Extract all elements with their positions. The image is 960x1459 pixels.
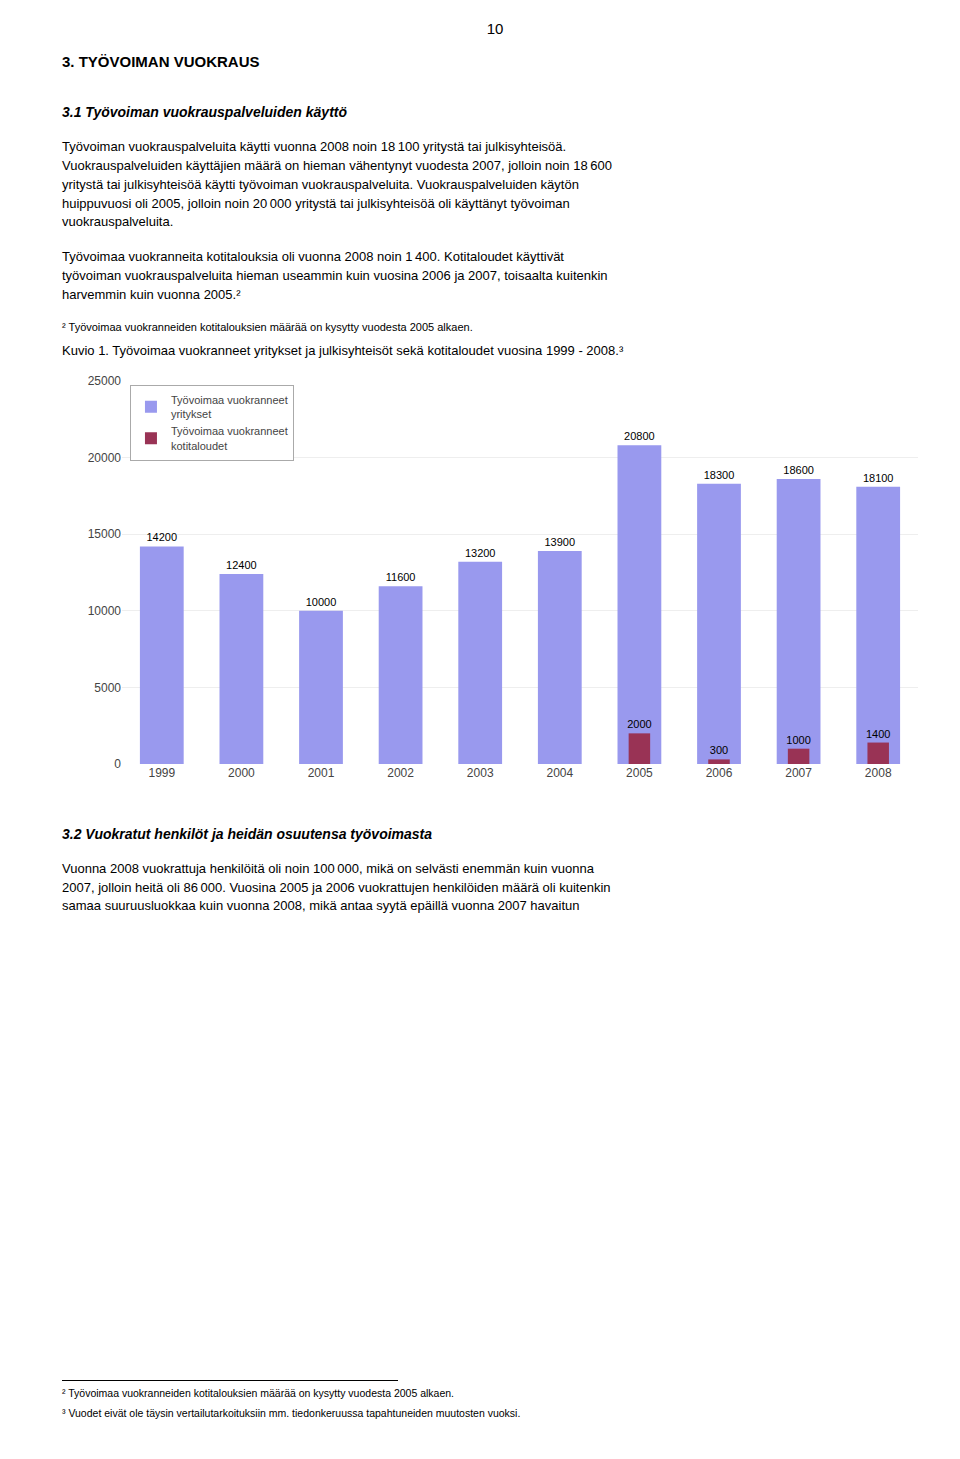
- svg-text:1999: 1999: [148, 766, 175, 780]
- html-text:Kuvio 1. Työvoimaa vuokranneet: Kuvio 1. Työvoimaa vuokranneet yritykset…: [62, 342, 624, 358]
- svg-text:10000: 10000: [88, 604, 122, 618]
- svg-text:2004: 2004: [546, 766, 573, 780]
- svg-text:Työvoimaa vuokranneetyritykset: Työvoimaa vuokranneetyritykset: [171, 394, 288, 420]
- html-text:Vuonna 2008 vuokrattuja henkil: Vuonna 2008 vuokrattuja henkilöitä oli n…: [62, 860, 611, 914]
- svg-text:2001: 2001: [308, 766, 335, 780]
- svg-text:2005: 2005: [626, 766, 653, 780]
- html-text:² Työvoimaa vuokranneiden koti: ² Työvoimaa vuokranneiden kotitalouksien…: [62, 320, 473, 333]
- svg-text:0: 0: [114, 757, 121, 771]
- svg-text:1400: 1400: [866, 727, 890, 739]
- svg-text:5000: 5000: [94, 680, 121, 694]
- svg-text:20800: 20800: [624, 430, 655, 442]
- svg-text:15000: 15000: [88, 527, 122, 541]
- svg-text:13900: 13900: [545, 536, 576, 548]
- svg-text:18100: 18100: [863, 471, 894, 483]
- svg-text:20000: 20000: [88, 451, 122, 465]
- html-text:Työvoiman vuokrauspalveluita k: Työvoiman vuokrauspalveluita käytti vuon…: [62, 139, 612, 230]
- svg-text:18300: 18300: [704, 468, 735, 480]
- svg-text:14200: 14200: [147, 531, 178, 543]
- svg-text:10000: 10000: [306, 596, 337, 608]
- html-text:3. TYÖVOIMAN VUOKRAUS: 3. TYÖVOIMAN VUOKRAUS: [62, 53, 260, 70]
- html-text:3.1 Työvoiman vuokrauspalvelui: 3.1 Työvoiman vuokrauspalveluiden käyttö: [62, 104, 347, 120]
- svg-text:2008: 2008: [865, 766, 892, 780]
- svg-text:2003: 2003: [467, 766, 494, 780]
- html-text:Työvoimaa vuokranneita kotital: Työvoimaa vuokranneita kotitalouksia oli…: [62, 249, 608, 302]
- svg-text:2002: 2002: [387, 766, 414, 780]
- svg-text:2006: 2006: [706, 766, 733, 780]
- svg-text:12400: 12400: [226, 559, 257, 571]
- svg-text:Työvoimaa vuokranneetkotitalou: Työvoimaa vuokranneetkotitaloudet: [171, 425, 288, 451]
- svg-text:18600: 18600: [783, 464, 814, 476]
- svg-text:1000: 1000: [786, 733, 810, 745]
- svg-text:13200: 13200: [465, 547, 496, 559]
- svg-text:2000: 2000: [228, 766, 255, 780]
- svg-text:2007: 2007: [785, 766, 812, 780]
- html-text:³ Vuodet eivät ole täysin vert: ³ Vuodet eivät ole täysin vertailutarkoi…: [62, 1407, 521, 1419]
- svg-text:300: 300: [710, 744, 728, 756]
- svg-text:25000: 25000: [88, 374, 122, 388]
- svg-text:2000: 2000: [627, 718, 651, 730]
- html-text:3.2 Vuokratut henkilöt ja heid: 3.2 Vuokratut henkilöt ja heidän osuuten…: [62, 825, 433, 842]
- html-text:10: 10: [486, 20, 504, 37]
- svg-text:11600: 11600: [386, 571, 416, 583]
- html-text:² Työvoimaa vuokranneiden koti: ² Työvoimaa vuokranneiden kotitalouksien…: [62, 1387, 454, 1399]
